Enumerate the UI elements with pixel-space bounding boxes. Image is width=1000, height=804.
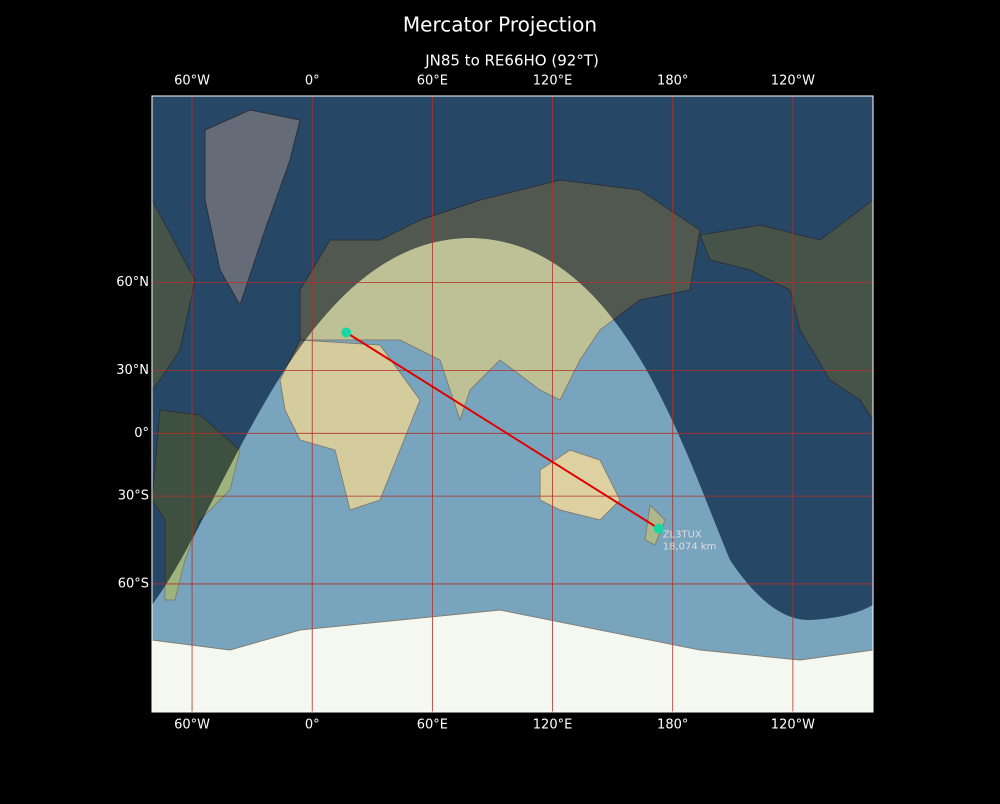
title: Mercator Projection: [403, 13, 597, 37]
subtitle: JN85 to RE66HO (92°T): [424, 52, 599, 70]
lon-label-top: 0°: [305, 74, 320, 89]
station-label: ZL3TUX: [663, 530, 702, 541]
lat-label: 60°N: [116, 275, 149, 290]
lat-label: 30°S: [118, 489, 149, 504]
lat-label: 0°: [134, 426, 149, 441]
lon-label-bottom: 120°E: [533, 718, 573, 733]
lon-label-bottom: 60°W: [174, 718, 210, 733]
lon-label-top: 120°W: [771, 74, 815, 89]
start-point: [341, 327, 352, 338]
lat-label: 30°N: [116, 363, 149, 378]
night-shading: [152, 96, 873, 712]
lon-label-top: 60°W: [174, 74, 210, 89]
new-zealand: [644, 503, 666, 546]
lon-label-bottom: 120°W: [771, 718, 815, 733]
end-point: [653, 523, 664, 534]
graticule: [152, 96, 873, 712]
lon-label-top: 120°E: [533, 74, 573, 89]
great-circle-path: [345, 331, 660, 530]
daylight-area: [152, 238, 873, 712]
lon-label-top: 60°E: [417, 74, 448, 89]
distance-label: 18,074 km: [663, 542, 717, 553]
lon-label-bottom: 60°E: [417, 718, 448, 733]
lon-label-bottom: 180°: [657, 718, 688, 733]
lat-label: 60°S: [118, 576, 149, 591]
africa: [279, 339, 421, 511]
map-frame: [151, 95, 874, 713]
lon-label-top: 180°: [657, 74, 688, 89]
lon-label-bottom: 0°: [305, 718, 320, 733]
